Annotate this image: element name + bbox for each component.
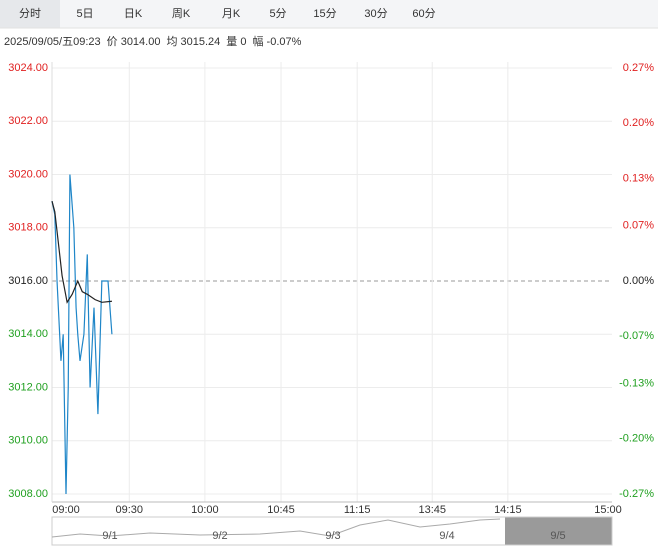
tab[interactable]: 60分	[412, 7, 435, 20]
x-tick-label: 15:00	[594, 504, 622, 516]
tab[interactable]: 分时	[19, 7, 41, 20]
tab[interactable]: 周K	[172, 7, 191, 20]
x-tick-label: 14:15	[494, 504, 522, 516]
x-tick-label: 11:15	[344, 504, 371, 516]
nav-label: 9/1	[102, 530, 117, 542]
y2-tick-label: 0.00%	[623, 275, 654, 287]
info-item: 均 3015.24	[166, 35, 220, 48]
y-tick-label: 3008.00	[8, 488, 48, 500]
y-tick-label: 3014.00	[8, 328, 48, 340]
x-tick-label: 09:00	[52, 504, 80, 516]
nav-label: 9/4	[439, 530, 454, 542]
tab-selected[interactable]	[0, 0, 60, 28]
tab[interactable]: 5分	[269, 7, 286, 20]
y-tick-label: 3020.00	[8, 168, 48, 180]
y2-tick-label: 0.07%	[623, 220, 654, 232]
tab[interactable]: 日K	[124, 8, 143, 20]
info-item: 量 0	[226, 35, 246, 48]
info-item: 幅 -0.07%	[252, 35, 301, 48]
y2-tick-label: 0.20%	[623, 117, 654, 129]
x-tick-label: 10:00	[191, 504, 219, 516]
nav-window[interactable]	[505, 517, 612, 545]
y2-tick-label: -0.27%	[619, 488, 654, 500]
tab[interactable]: 15分	[313, 7, 336, 20]
price-line	[51, 200, 112, 304]
info-item: 价 3014.00	[107, 35, 161, 48]
nav-label: 9/2	[212, 530, 227, 542]
nav-line	[51, 518, 501, 538]
y-tick-label: 3024.00	[8, 62, 48, 74]
price-line	[51, 174, 113, 495]
tab[interactable]: 月K	[222, 8, 241, 20]
y-tick-label: 3016.00	[8, 275, 48, 287]
tab-bar	[0, 0, 658, 28]
x-tick-label: 13:45	[418, 504, 446, 516]
x-tick-label: 10:45	[267, 504, 295, 516]
x-tick-label: 09:30	[116, 504, 144, 516]
y2-tick-label: -0.07%	[619, 330, 654, 342]
navigator	[51, 516, 613, 546]
y-tick-label: 3010.00	[8, 435, 48, 447]
tab[interactable]: 30分	[364, 7, 387, 20]
y-tick-label: 3022.00	[8, 115, 48, 127]
y2-tick-label: -0.20%	[619, 433, 654, 445]
y-tick-label: 3012.00	[8, 381, 48, 393]
y2-tick-label: 0.13%	[623, 172, 654, 184]
nav-label: 9/3	[325, 530, 340, 542]
y2-tick-label: 0.27%	[623, 62, 654, 74]
y-tick-label: 3018.00	[8, 222, 48, 234]
tab[interactable]: 5日	[76, 8, 93, 20]
y2-tick-label: -0.13%	[619, 377, 654, 389]
info-item: 2025/09/05/五09:23	[4, 36, 101, 48]
nav-label: 9/5	[550, 530, 565, 542]
